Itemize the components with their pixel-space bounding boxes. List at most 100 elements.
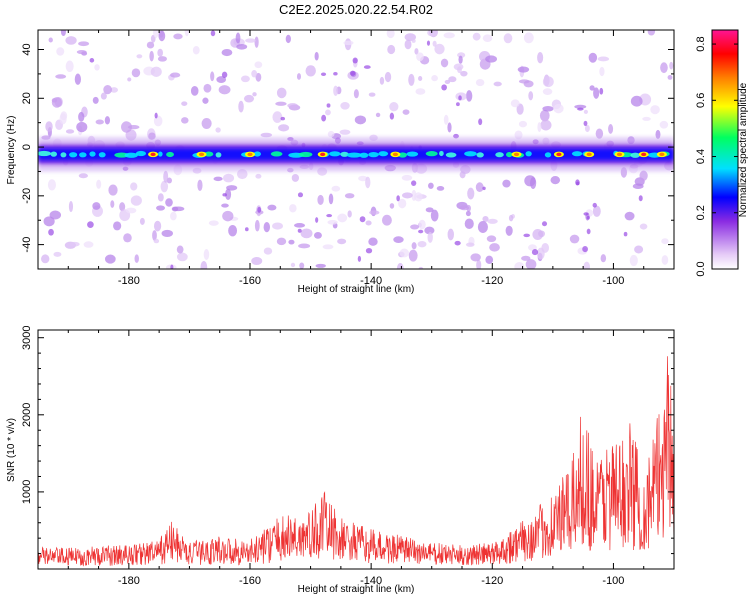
noise-blob-dark [257,206,262,213]
spectrogram-y-tick-label: -20 [21,188,33,204]
noise-blob [291,174,300,182]
noise-blob [65,60,74,73]
noise-blob [518,120,527,128]
noise-blob [181,117,189,124]
noise-blob [60,111,68,121]
band-segment [69,152,78,158]
band-segment [158,151,163,157]
noise-blob-dark [170,264,174,269]
noise-blob [95,119,104,125]
noise-blob [176,252,188,262]
noise-blob-dark [210,30,216,37]
noise-blob [123,233,132,243]
band-segment [98,152,106,158]
noise-blob [327,130,335,138]
snr-x-tick-label: -160 [239,575,261,587]
noise-blob-dark [357,255,362,262]
noise-blob [525,259,537,269]
spectrogram-heatmap [38,30,674,269]
noise-blob [153,30,159,38]
band-segment [340,151,349,157]
noise-blob [427,30,435,37]
band-segment [378,151,389,157]
noise-blob [293,223,306,228]
noise-blob [173,33,183,40]
noise-blob [482,216,489,222]
noise-blob [83,241,94,248]
colorbar-tick-label: 0.0 [695,261,707,276]
noise-blob [389,102,399,112]
noise-blob [65,129,75,134]
noise-blob [597,56,610,62]
noise-blob [202,97,209,104]
noise-blob [45,121,53,132]
noise-blob-dark [599,87,604,95]
band-segment [135,150,147,157]
noise-blob [550,176,561,185]
noise-blob [203,83,212,93]
noise-blob [517,66,530,73]
noise-blob [503,33,513,44]
noise-blob [593,87,600,99]
band-segment [630,152,641,158]
noise-blob-dark [583,120,588,126]
noise-blob-dark [363,65,371,69]
noise-blob [276,87,287,99]
noise-blob [447,228,454,241]
band-segment [525,151,532,157]
noise-blob-dark [48,228,54,236]
band-segment [270,151,283,157]
band-hotspot-core [641,152,647,157]
colorbar-tick-label: 0.2 [695,205,707,220]
noise-blob [146,41,155,49]
snr-y-axis-label: SNR (10 * v/v) [6,418,17,482]
noise-blob [288,239,295,245]
noise-blob [110,87,119,93]
noise-blob [416,52,424,62]
noise-blob [78,41,90,47]
noise-blob [365,220,372,226]
spectrogram-x-tick-label: -140 [360,275,382,287]
noise-blob [260,132,273,138]
noise-blob [156,205,166,211]
noise-blob [276,237,287,246]
noise-blob [221,48,233,57]
noise-blob [436,186,445,191]
noise-blob [322,244,334,250]
noise-blob [414,192,423,202]
noise-blob [434,43,445,55]
noise-blob [76,121,88,133]
noise-blob-dark [87,221,94,229]
band-hotspot-core [150,152,156,157]
noise-blob-dark [365,247,373,254]
noise-blob [222,210,234,222]
noise-blob [78,173,88,179]
noise-blob [387,44,396,55]
noise-blob [313,232,322,239]
noise-blob [104,254,116,264]
noise-blob [467,187,475,200]
noise-blob [47,179,56,191]
noise-blob [176,245,184,254]
noise-blob [432,40,437,47]
noise-blob [408,249,418,262]
noise-blob [181,101,188,106]
noise-blob [197,179,203,192]
snr-x-tick-label: -120 [481,575,503,587]
noise-blob [340,102,350,110]
noise-blob [475,78,485,87]
noise-blob [94,64,100,71]
band-hotspot-core [320,152,326,157]
noise-blob [368,237,378,246]
noise-blob [131,68,141,78]
noise-blob [255,173,262,179]
spectrogram-y-tick-label: -40 [21,237,33,253]
noise-blob [223,173,235,183]
noise-blob-dark [583,212,589,216]
noise-blob-dark [154,112,158,119]
noise-blob [624,211,635,221]
colorbar-label: Normalized spectral amplitude [738,82,749,217]
noise-blob [647,30,656,36]
band-segment [346,152,362,158]
